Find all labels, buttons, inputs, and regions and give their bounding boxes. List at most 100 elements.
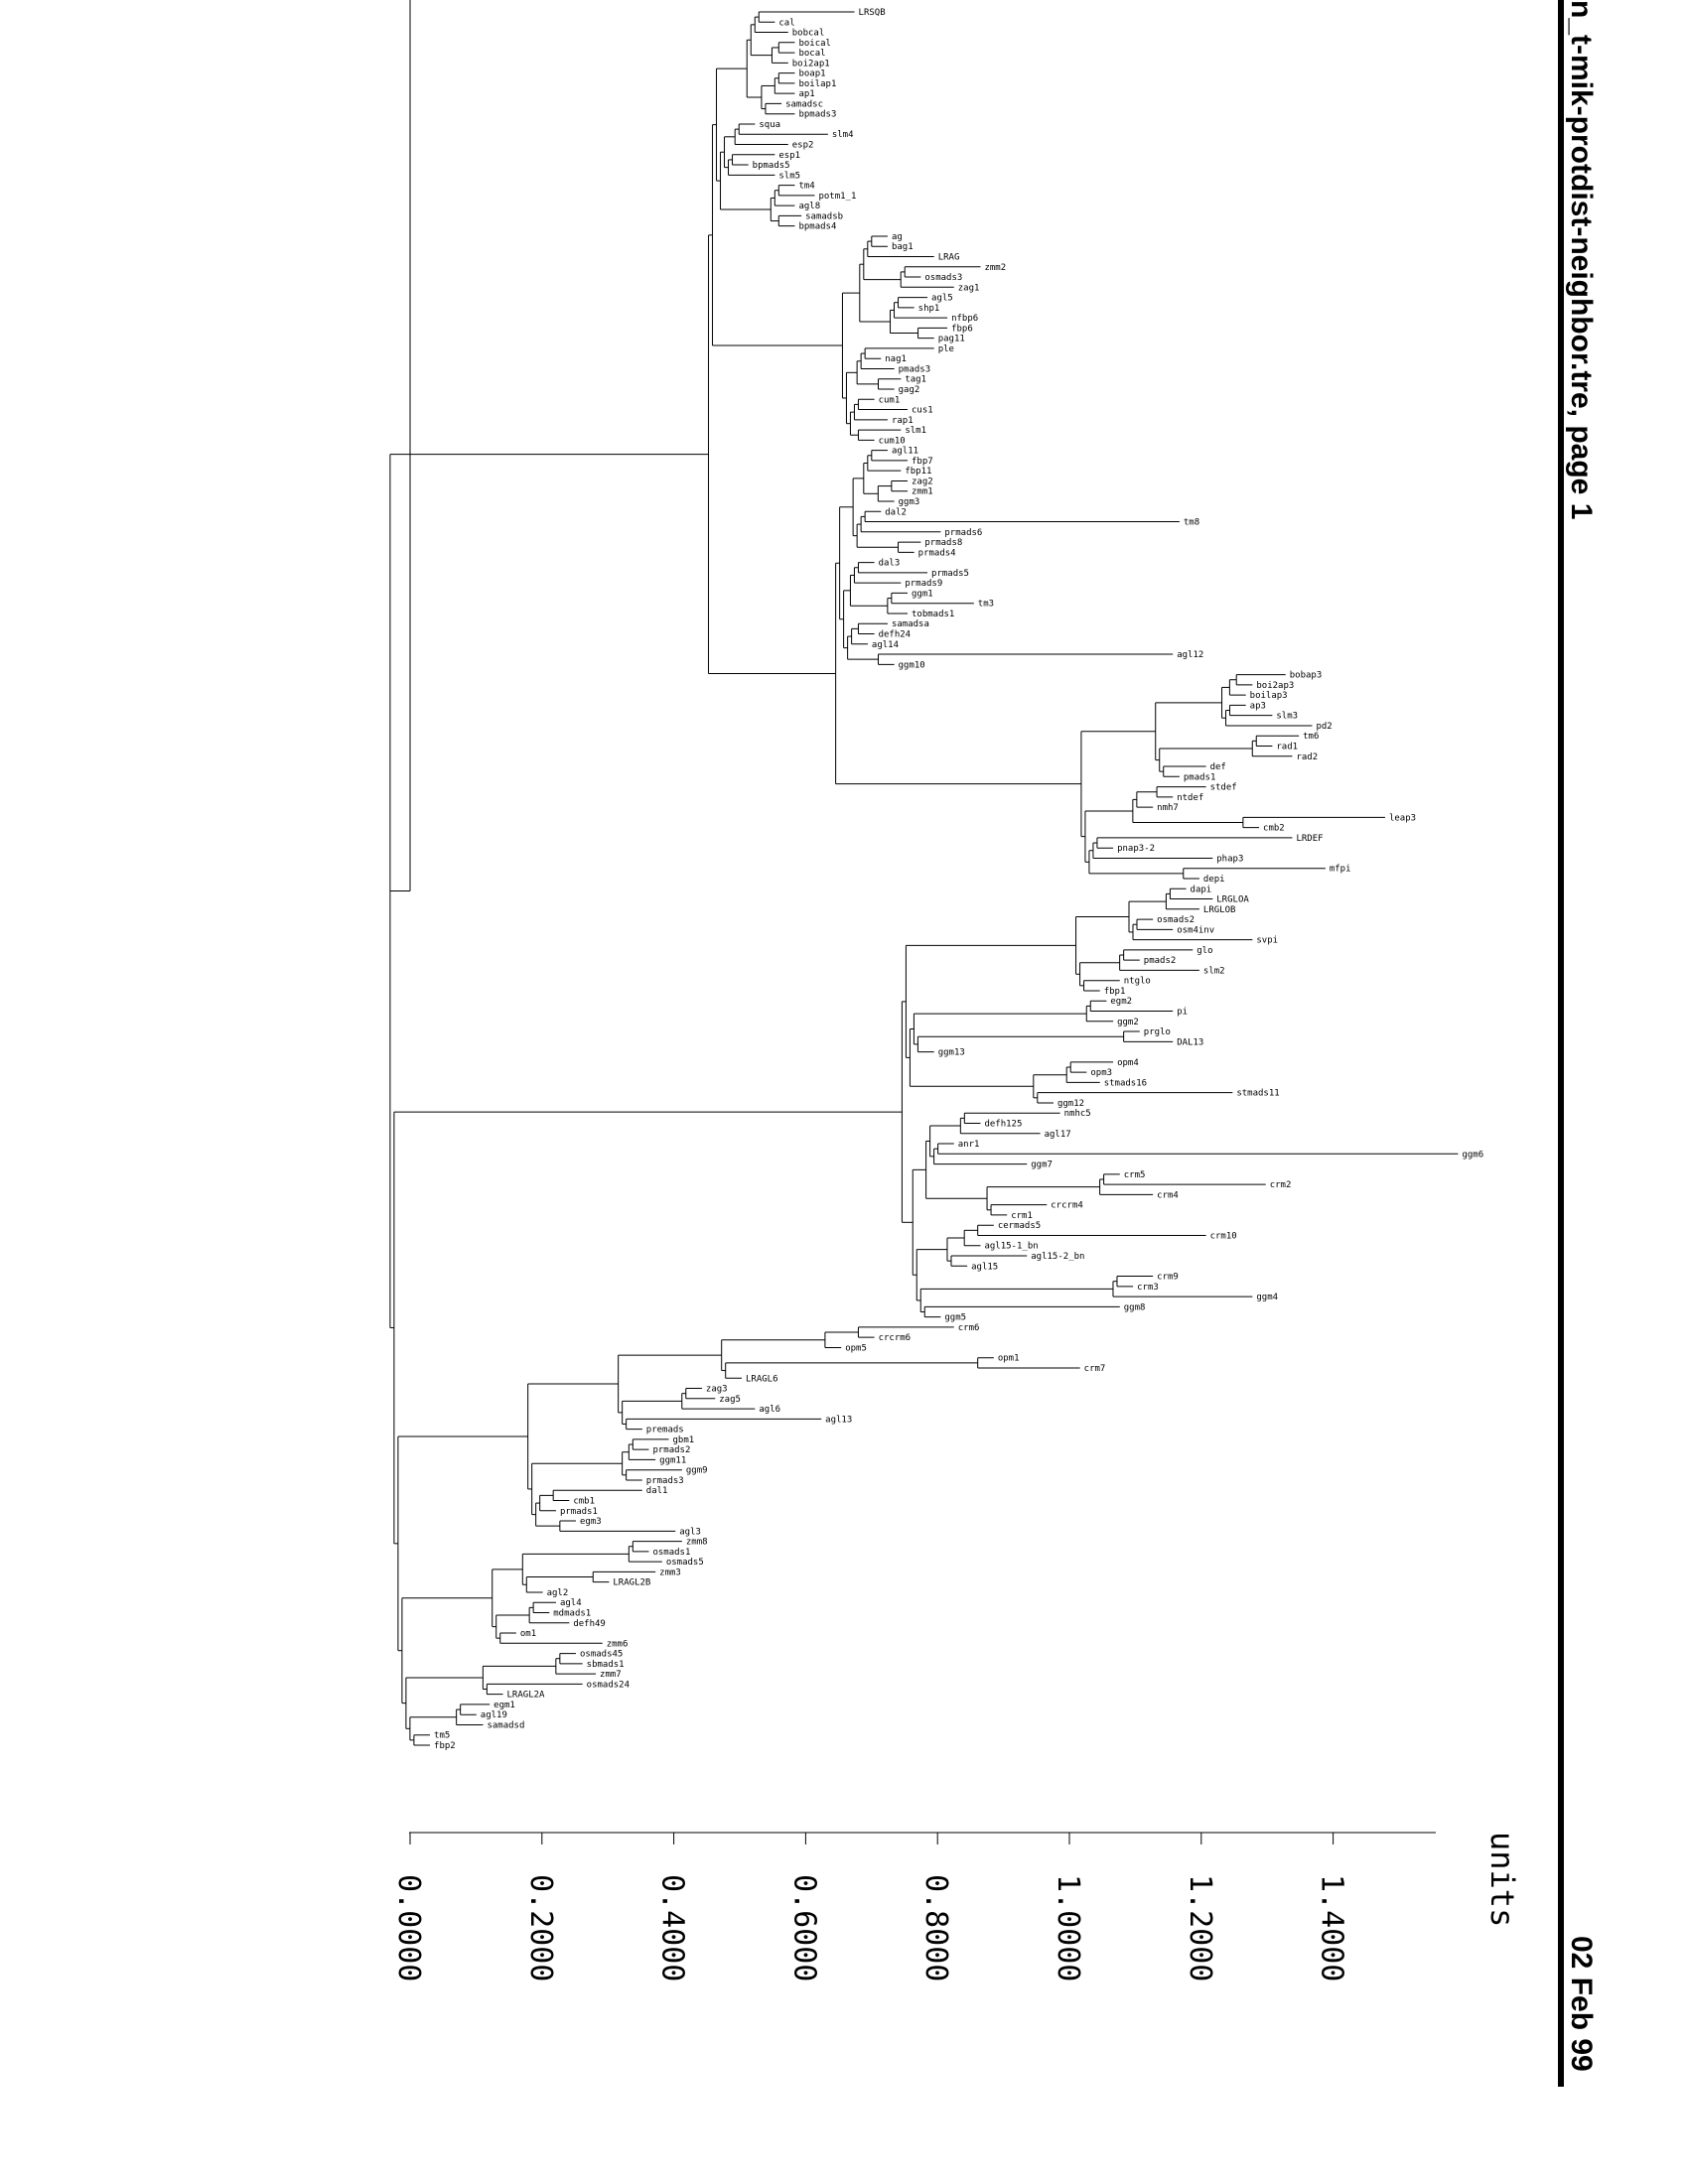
leaf-label-egm1: egm1 <box>493 1701 515 1710</box>
leaf-label-crm4: crm4 <box>1157 1190 1179 1200</box>
page-title: n_t-mik-protdist-neighbor.tre, page 1 <box>1565 0 1598 519</box>
leaf-label-cal: cal <box>778 18 794 28</box>
leaf-label-mdmads1: mdmads1 <box>553 1608 591 1618</box>
leaf-label-ggm3: ggm3 <box>899 497 920 507</box>
leaf-label-tobmads1: tobmads1 <box>912 610 954 619</box>
leaf-label-crm9: crm9 <box>1157 1273 1179 1283</box>
leaf-label-glo: glo <box>1196 946 1212 956</box>
tree-leaves: LRSQBcalbobcalboicalbocalboi2ap1boap1boi… <box>434 8 1483 1751</box>
leaf-label-dal1: dal1 <box>646 1486 668 1496</box>
leaf-label-agl11: agl11 <box>892 447 918 457</box>
leaf-label-tm8: tm8 <box>1184 518 1199 528</box>
leaf-label-crm7: crm7 <box>1084 1364 1106 1374</box>
print-date: 02 Feb 99 <box>1565 1936 1598 2072</box>
leaf-label-lrgloa: LRGLOA <box>1216 895 1249 905</box>
leaf-label-def: def <box>1210 762 1226 772</box>
leaf-label-slm3: slm3 <box>1276 712 1298 722</box>
leaf-label-zag2: zag2 <box>912 477 933 486</box>
leaf-label-fbp2: fbp2 <box>434 1741 456 1751</box>
leaf-label-agl2: agl2 <box>547 1588 569 1598</box>
leaf-label-osmads24: osmads24 <box>587 1680 630 1690</box>
leaf-label-crcrm4: crcrm4 <box>1051 1201 1083 1211</box>
leaf-label-shp1: shp1 <box>918 304 940 314</box>
leaf-label-samadsd: samadsd <box>487 1720 524 1730</box>
leaf-label-premads: premads <box>646 1426 684 1435</box>
leaf-label-agl6: agl6 <box>759 1405 780 1415</box>
leaf-label-prmads9: prmads9 <box>905 579 942 589</box>
leaf-label-prmads8: prmads8 <box>924 538 962 548</box>
leaf-label-defh125: defh125 <box>984 1119 1022 1129</box>
leaf-label-om1: om1 <box>520 1629 536 1639</box>
leaf-label-lrag: LRAG <box>938 252 960 262</box>
leaf-label-agl15-2-bn: agl15-2_bn <box>1031 1252 1084 1262</box>
leaf-label-samadsc: samadsc <box>785 99 823 109</box>
leaf-label-prmads3: prmads3 <box>646 1476 684 1486</box>
leaf-label-ggm10: ggm10 <box>899 660 925 670</box>
leaf-label-fbp6: fbp6 <box>951 324 973 334</box>
leaf-label-lragl2a: LRAGL2A <box>507 1691 546 1701</box>
leaf-label-zag1: zag1 <box>958 283 980 293</box>
leaf-label-slm2: slm2 <box>1203 966 1225 976</box>
leaf-label-pd2: pd2 <box>1316 722 1332 732</box>
leaf-label-zmm1: zmm1 <box>912 487 933 497</box>
leaf-label-ggm12: ggm12 <box>1057 1099 1084 1109</box>
scale-ticks: 0.0000 0.2000 0.4000 0.6000 0.8000 1.0000 1.20… <box>391 1833 1349 1981</box>
leaf-label-cum1: cum1 <box>879 395 901 405</box>
leaf-label-ggm11: ggm11 <box>659 1455 686 1465</box>
leaf-label-slm5: slm5 <box>778 171 800 181</box>
leaf-label-nmhc5: nmhc5 <box>1064 1109 1091 1119</box>
leaf-label-agl13: agl13 <box>825 1415 852 1425</box>
leaf-label-bpmads3: bpmads3 <box>798 110 836 120</box>
leaf-label-gag2: gag2 <box>899 385 920 395</box>
leaf-label-stdef: stdef <box>1210 783 1237 793</box>
leaf-label-ggm2: ggm2 <box>1117 1018 1139 1027</box>
leaf-label-boilap3: boilap3 <box>1250 691 1288 701</box>
leaf-label-crcrm6: crcrm6 <box>879 1333 912 1343</box>
leaf-label-ap3: ap3 <box>1250 701 1266 711</box>
leaf-label-opm3: opm3 <box>1090 1068 1112 1078</box>
leaf-label-potm1-1: potm1_1 <box>818 192 856 202</box>
leaf-label-ggm5: ggm5 <box>944 1313 966 1323</box>
leaf-label-bobcal: bobcal <box>792 29 825 39</box>
leaf-label-ntglo: ntglo <box>1124 977 1151 987</box>
leaf-label-slm4: slm4 <box>832 130 854 140</box>
leaf-label-cmb1: cmb1 <box>573 1497 595 1507</box>
leaf-label-agl5: agl5 <box>931 294 953 304</box>
leaf-label-ple: ple <box>938 344 954 354</box>
leaf-label-agl17: agl17 <box>1045 1130 1071 1140</box>
leaf-label-depi: depi <box>1203 875 1225 885</box>
leaf-label-ag: ag <box>892 232 903 242</box>
leaf-label-zmm6: zmm6 <box>607 1639 629 1649</box>
leaf-label-samadsa: samadsa <box>892 619 929 629</box>
leaf-label-crm5: crm5 <box>1124 1170 1146 1180</box>
leaf-label-lrdef: LRDEF <box>1296 834 1323 844</box>
leaf-label-fbp7: fbp7 <box>912 457 933 467</box>
leaf-label-prmads6: prmads6 <box>944 528 982 538</box>
leaf-label-cum10: cum10 <box>879 436 906 446</box>
leaf-label-bpmads4: bpmads4 <box>798 222 836 232</box>
leaf-label-osm4inv: osm4inv <box>1177 925 1214 935</box>
leaf-label-ggm8: ggm8 <box>1124 1302 1146 1312</box>
leaf-label-ap1: ap1 <box>798 89 814 99</box>
leaf-label-bobap3: bobap3 <box>1290 671 1323 681</box>
leaf-label-zmm3: zmm3 <box>659 1568 681 1577</box>
leaf-label-nag1: nag1 <box>885 354 907 364</box>
leaf-label-agl4: agl4 <box>560 1598 582 1608</box>
leaf-label-zmm2: zmm2 <box>984 263 1006 273</box>
leaf-label-ggm6: ggm6 <box>1462 1150 1483 1160</box>
leaf-label-pmads1: pmads1 <box>1184 772 1216 782</box>
leaf-label-crm10: crm10 <box>1210 1231 1237 1241</box>
leaf-label-dal13: DAL13 <box>1177 1037 1203 1047</box>
scale-tick-label: 0.8000 <box>918 1874 953 1981</box>
leaf-label-boap1: boap1 <box>798 69 825 79</box>
leaf-label-bag1: bag1 <box>892 242 914 252</box>
leaf-label-tag1: tag1 <box>905 375 926 385</box>
leaf-label-cmb2: cmb2 <box>1263 824 1285 834</box>
leaf-label-bpmads5: bpmads5 <box>753 161 790 171</box>
leaf-label-nfbp6: nfbp6 <box>951 314 978 324</box>
leaf-label-prmads2: prmads2 <box>652 1445 690 1455</box>
leaf-label-agl15-1-bn: agl15-1_bn <box>984 1242 1038 1252</box>
leaf-label-tm4: tm4 <box>798 182 814 192</box>
scale-tick-label: 0.6000 <box>786 1874 821 1981</box>
leaf-label-crm3: crm3 <box>1137 1283 1159 1293</box>
